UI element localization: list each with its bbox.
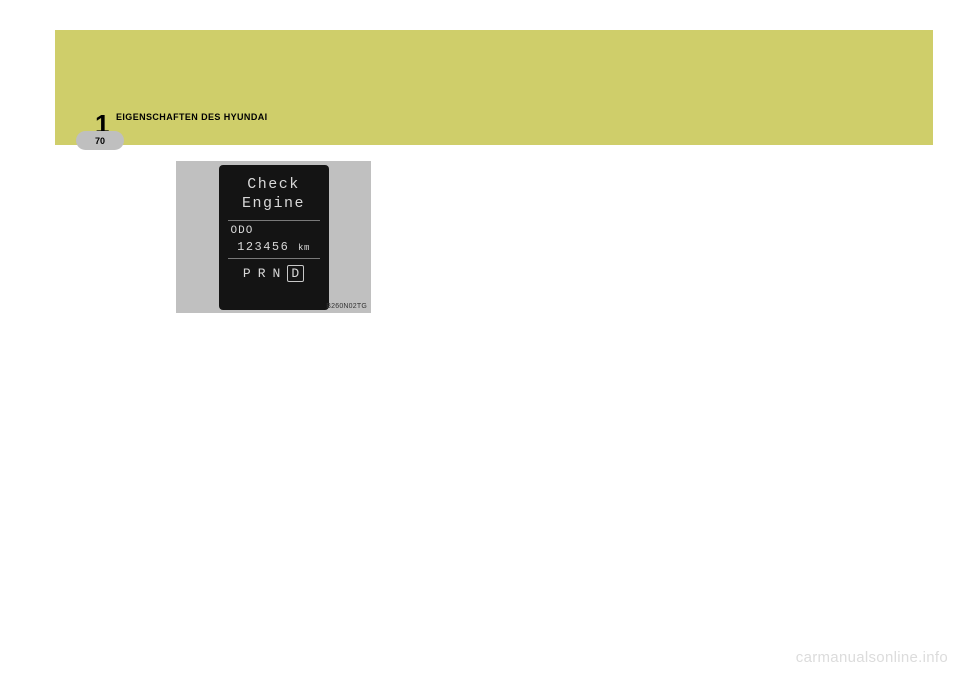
header-banner <box>55 30 933 145</box>
watermark: carmanualsonline.info <box>796 649 948 666</box>
gear-p: P <box>243 266 252 281</box>
lcd-screen: Check Engine ODO 123456 km P R N D <box>219 165 329 310</box>
section-title: EIGENSCHAFTEN DES HYUNDAI <box>116 112 268 122</box>
lcd-image-panel: Check Engine ODO 123456 km P R N D B260N… <box>176 161 371 313</box>
lcd-line2: Engine <box>242 194 305 214</box>
odo-number: 123456 <box>237 240 289 254</box>
gear-n: N <box>273 266 282 281</box>
gear-r: R <box>258 266 267 281</box>
lcd-divider-2 <box>228 258 320 259</box>
image-code: B260N02TG <box>326 303 367 310</box>
page-number: 70 <box>95 136 105 146</box>
gear-indicator: P R N D <box>243 265 304 282</box>
lcd-message: Check Engine <box>242 175 305 214</box>
page-number-tab: 70 <box>76 131 124 150</box>
odo-label: ODO <box>231 225 254 237</box>
lcd-line1: Check <box>242 175 305 195</box>
odo-unit: km <box>298 243 310 253</box>
gear-d: D <box>287 265 304 282</box>
lcd-divider-1 <box>228 220 320 221</box>
odo-value: 123456 km <box>237 240 310 254</box>
